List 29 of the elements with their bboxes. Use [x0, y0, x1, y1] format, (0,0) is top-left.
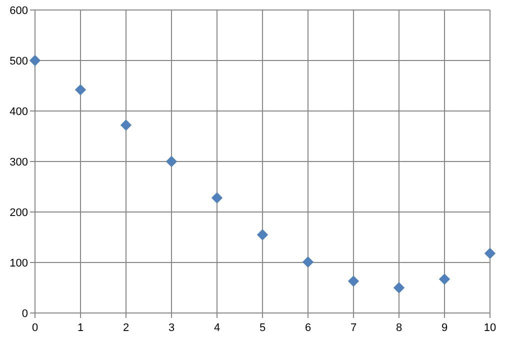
x-tick-label: 5 [259, 322, 266, 334]
y-tick-label: 500 [10, 55, 28, 68]
x-tick-label: 2 [122, 322, 130, 334]
point [256, 229, 268, 240]
point [211, 192, 223, 204]
x-tick-label: 0 [32, 322, 38, 334]
y-tick-label: 400 [10, 106, 28, 118]
point [393, 282, 405, 294]
y-tick-label: 0 [22, 308, 28, 320]
x-tick-label: 9 [441, 322, 448, 334]
y-tick-label: 100 [10, 257, 28, 270]
x-tick-label: 4 [214, 322, 220, 334]
x-tick-label: 8 [396, 322, 402, 334]
y-tick-label: 600 [10, 4, 28, 17]
y-tick-label: 200 [10, 206, 28, 219]
point [438, 274, 450, 285]
x-tick-label: 1 [77, 322, 84, 334]
point [166, 156, 178, 168]
y-tick-label: 300 [10, 156, 28, 168]
point [348, 276, 360, 287]
point [484, 248, 496, 260]
x-tick-label: 6 [304, 322, 312, 334]
x-tick-label: 3 [168, 322, 175, 334]
point [29, 54, 41, 66]
x-tick-label: 7 [350, 322, 357, 334]
point [74, 84, 86, 96]
point [302, 256, 314, 268]
point [120, 120, 132, 131]
x-tick-label: 10 [484, 322, 496, 334]
